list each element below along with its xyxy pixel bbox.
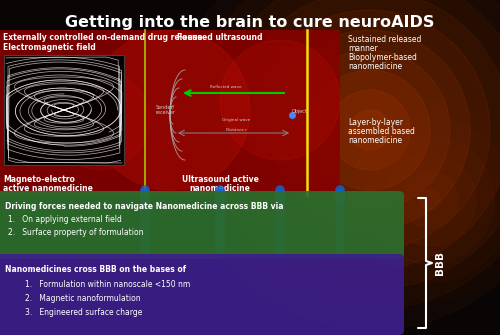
Circle shape (310, 70, 430, 190)
Circle shape (366, 136, 494, 264)
Circle shape (250, 10, 490, 250)
Circle shape (290, 50, 450, 210)
Bar (0, 30, 340, 195)
Circle shape (330, 90, 410, 170)
Circle shape (230, 0, 500, 270)
Text: nanomedicine: nanomedicine (348, 136, 402, 145)
Circle shape (210, 0, 500, 290)
Text: manner: manner (348, 44, 378, 53)
Circle shape (384, 154, 476, 246)
Text: BBB: BBB (435, 251, 445, 275)
Text: Distance r: Distance r (226, 128, 246, 132)
Circle shape (402, 172, 458, 228)
Text: Magneto-electro: Magneto-electro (3, 175, 75, 184)
Text: Biopolymer-based: Biopolymer-based (348, 53, 417, 62)
Circle shape (420, 190, 440, 210)
Text: 2.   Magnetic nanoformulation: 2. Magnetic nanoformulation (25, 294, 140, 303)
Circle shape (350, 110, 390, 150)
Text: Layer-by-layer: Layer-by-layer (348, 118, 403, 127)
FancyBboxPatch shape (0, 254, 404, 335)
Circle shape (190, 0, 500, 310)
Text: 1.   Formulation within nanoscale <150 nm: 1. Formulation within nanoscale <150 nm (25, 280, 190, 289)
Circle shape (90, 30, 250, 190)
FancyBboxPatch shape (0, 191, 404, 259)
Circle shape (50, 70, 150, 170)
Text: 3.   Engineered surface charge: 3. Engineered surface charge (25, 308, 142, 317)
Circle shape (220, 40, 340, 160)
Text: Nanomedicines cross BBB on the bases of: Nanomedicines cross BBB on the bases of (5, 265, 186, 274)
Text: Driving forces needed to navigate Nanomedicine across BBB via: Driving forces needed to navigate Nanome… (5, 202, 283, 211)
Text: Sender/
receiver: Sender/ receiver (155, 105, 175, 115)
Text: nanomedicine: nanomedicine (190, 184, 250, 193)
Text: Electromagnetic field: Electromagnetic field (3, 43, 96, 52)
Text: Externally controlled on-demand drug release: Externally controlled on-demand drug rel… (3, 33, 202, 42)
Text: 2.   Surface property of formulation: 2. Surface property of formulation (8, 228, 143, 237)
Text: Object: Object (292, 110, 308, 115)
Text: Getting into the brain to cure neuroAIDS: Getting into the brain to cure neuroAIDS (66, 15, 434, 30)
Text: Sustained released: Sustained released (348, 35, 422, 44)
Bar (4, 55, 124, 165)
Text: assembled based: assembled based (348, 127, 415, 136)
Circle shape (270, 30, 470, 230)
Text: Focused ultrasound: Focused ultrasound (177, 33, 263, 42)
Text: active nanomedicine: active nanomedicine (3, 184, 93, 193)
Text: Original wave: Original wave (222, 118, 250, 122)
Text: 1.   On applying external field: 1. On applying external field (8, 215, 122, 224)
Text: Reflected wave: Reflected wave (210, 85, 242, 89)
Text: Ultrasound active: Ultrasound active (182, 175, 258, 184)
Text: nanomedicine: nanomedicine (348, 62, 402, 71)
